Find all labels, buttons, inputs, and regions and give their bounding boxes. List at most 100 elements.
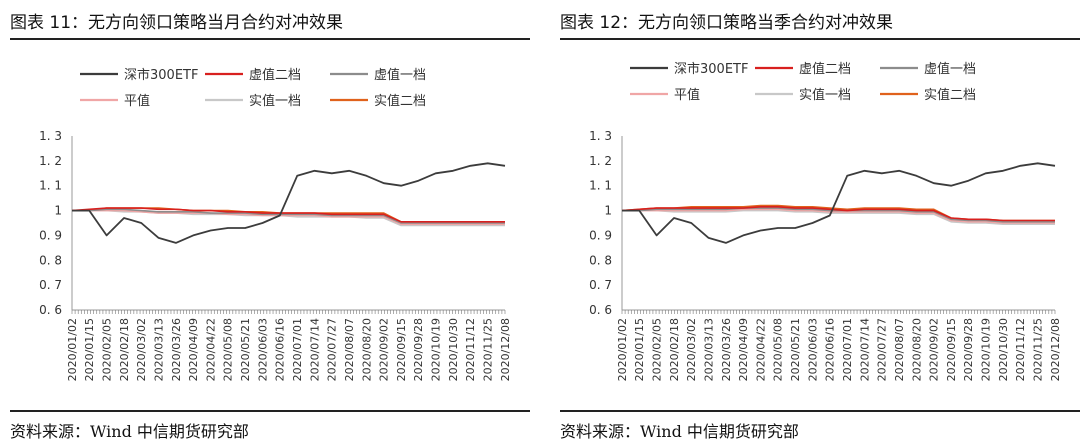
x-tick-label: 2020/10/30	[447, 318, 460, 381]
x-tick-label: 2020/11/25	[1032, 318, 1045, 381]
legend-item: 深市300ETF	[80, 67, 198, 83]
x-tick-label: 2020/08/20	[360, 318, 373, 381]
y-tick-label: 0. 8	[39, 253, 62, 267]
legend-label: 实值二档	[924, 87, 976, 103]
x-tick-label: 2020/02/18	[118, 318, 131, 381]
x-tick-label: 2020/09/02	[928, 318, 941, 381]
legend-label: 虚值一档	[924, 61, 976, 77]
legend-label: 虚值二档	[249, 67, 301, 83]
x-tick-label: 2020/08/20	[910, 318, 923, 381]
x-tick-label: 2020/03/26	[720, 318, 733, 381]
y-tick-label: 1. 3	[589, 129, 612, 143]
x-tick-label: 2020/02/05	[100, 318, 113, 381]
x-tick-label: 2020/05/21	[239, 318, 252, 381]
x-tick-label: 2020/03/13	[152, 318, 165, 381]
y-tick-label: 1	[604, 204, 612, 218]
series-line	[622, 209, 1055, 225]
legend-item: 实值二档	[330, 93, 426, 109]
x-tick-label: 2020/08/07	[343, 318, 356, 381]
legend-label: 平值	[674, 87, 700, 103]
x-tick-label: 2020/06/16	[274, 318, 287, 381]
legend-label: 平值	[124, 93, 150, 109]
x-tick-label: 2020/06/16	[824, 318, 837, 381]
legend-item: 虚值二档	[755, 61, 851, 77]
x-tick-label: 2020/07/01	[841, 318, 854, 381]
source-rule	[10, 410, 530, 412]
x-tick-label: 2020/02/05	[650, 318, 663, 381]
x-tick-label: 2020/03/26	[170, 318, 183, 381]
legend-item: 平值	[80, 93, 150, 109]
x-tick-label: 2020/07/27	[326, 318, 339, 381]
legend-label: 虚值二档	[799, 61, 851, 77]
y-tick-label: 0. 9	[589, 228, 612, 242]
x-tick-label: 2020/07/27	[876, 318, 889, 381]
legend-item: 深市300ETF	[630, 61, 748, 77]
y-tick-label: 0. 9	[39, 228, 62, 242]
x-tick-label: 2020/01/15	[633, 318, 646, 381]
legend-label: 虚值一档	[374, 67, 426, 83]
y-tick-label: 1	[54, 204, 62, 218]
source-note: 资料来源：Wind 中信期货研究部	[10, 422, 249, 441]
x-tick-label: 2020/06/03	[256, 318, 269, 381]
y-tick-label: 1. 2	[39, 154, 62, 168]
legend-item: 实值一档	[205, 93, 301, 109]
x-tick-label: 2020/09/15	[395, 318, 408, 381]
x-tick-label: 2020/05/21	[789, 318, 802, 381]
x-tick-label: 2020/04/09	[737, 318, 750, 381]
x-tick-label: 2020/07/01	[291, 318, 304, 381]
legend-item: 虚值一档	[880, 61, 976, 77]
figure-title: 图表 12：无方向领口策略当季合约对冲效果	[560, 13, 894, 33]
chart-panel-left: 图表 11：无方向领口策略当月合约对冲效果 深市300ETF 虚值二档 虚值一档 平值…	[0, 0, 530, 446]
x-tick-label: 2020/11/12	[1014, 318, 1027, 381]
x-tick-label: 2020/03/02	[685, 318, 698, 381]
y-tick-label: 0. 6	[589, 303, 612, 317]
x-tick-label: 2020/11/12	[464, 318, 477, 381]
x-tick-label: 2020/12/08	[1049, 318, 1062, 381]
x-tick-label: 2020/07/14	[858, 318, 871, 381]
y-tick-label: 0. 6	[39, 303, 62, 317]
y-tick-label: 1. 3	[39, 129, 62, 143]
legend-item: 实值一档	[755, 87, 851, 103]
legend-item: 平值	[630, 87, 700, 103]
y-tick-label: 0. 7	[39, 278, 62, 292]
legend-item: 虚值一档	[330, 67, 426, 83]
series-line	[72, 209, 505, 225]
legend-label: 实值一档	[249, 93, 301, 109]
y-tick-label: 1. 1	[39, 179, 62, 193]
x-tick-label: 2020/08/07	[893, 318, 906, 381]
x-tick-label: 2020/03/02	[135, 318, 148, 381]
x-tick-label: 2020/10/19	[430, 318, 443, 381]
x-tick-label: 2020/04/22	[754, 318, 767, 381]
x-tick-label: 2020/10/30	[997, 318, 1010, 381]
x-tick-label: 2020/07/14	[308, 318, 321, 381]
x-tick-label: 2020/09/28	[412, 318, 425, 381]
x-tick-label: 2020/05/08	[222, 318, 235, 381]
x-tick-label: 2020/09/15	[945, 318, 958, 381]
x-tick-label: 2020/09/02	[378, 318, 391, 381]
title-rule	[560, 38, 1080, 40]
legend-label: 实值二档	[374, 93, 426, 109]
x-tick-label: 2020/05/08	[772, 318, 785, 381]
y-tick-label: 1. 1	[589, 179, 612, 193]
source-rule	[560, 410, 1080, 412]
series-line	[621, 206, 1055, 222]
legend-label: 深市300ETF	[124, 67, 198, 83]
x-tick-label: 2020/10/19	[980, 318, 993, 381]
series-line	[72, 162, 506, 244]
legend-item: 实值二档	[880, 87, 976, 103]
x-tick-label: 2020/06/03	[806, 318, 819, 381]
legend-label: 深市300ETF	[674, 61, 748, 77]
x-tick-label: 2020/01/15	[83, 318, 96, 381]
x-tick-label: 2020/01/02	[66, 318, 79, 381]
legend-item: 虚值二档	[205, 67, 301, 83]
source-note: 资料来源：Wind 中信期货研究部	[560, 422, 799, 441]
series-line	[622, 208, 1055, 224]
x-tick-label: 2020/02/18	[668, 318, 681, 381]
chart-panel-right: 图表 12：无方向领口策略当季合约对冲效果 深市300ETF 虚值二档 虚值一档平值…	[550, 0, 1080, 446]
legend-label: 实值一档	[799, 87, 851, 103]
x-tick-label: 2020/09/28	[962, 318, 975, 381]
x-tick-label: 2020/11/25	[482, 318, 495, 381]
x-tick-label: 2020/12/08	[499, 318, 512, 381]
